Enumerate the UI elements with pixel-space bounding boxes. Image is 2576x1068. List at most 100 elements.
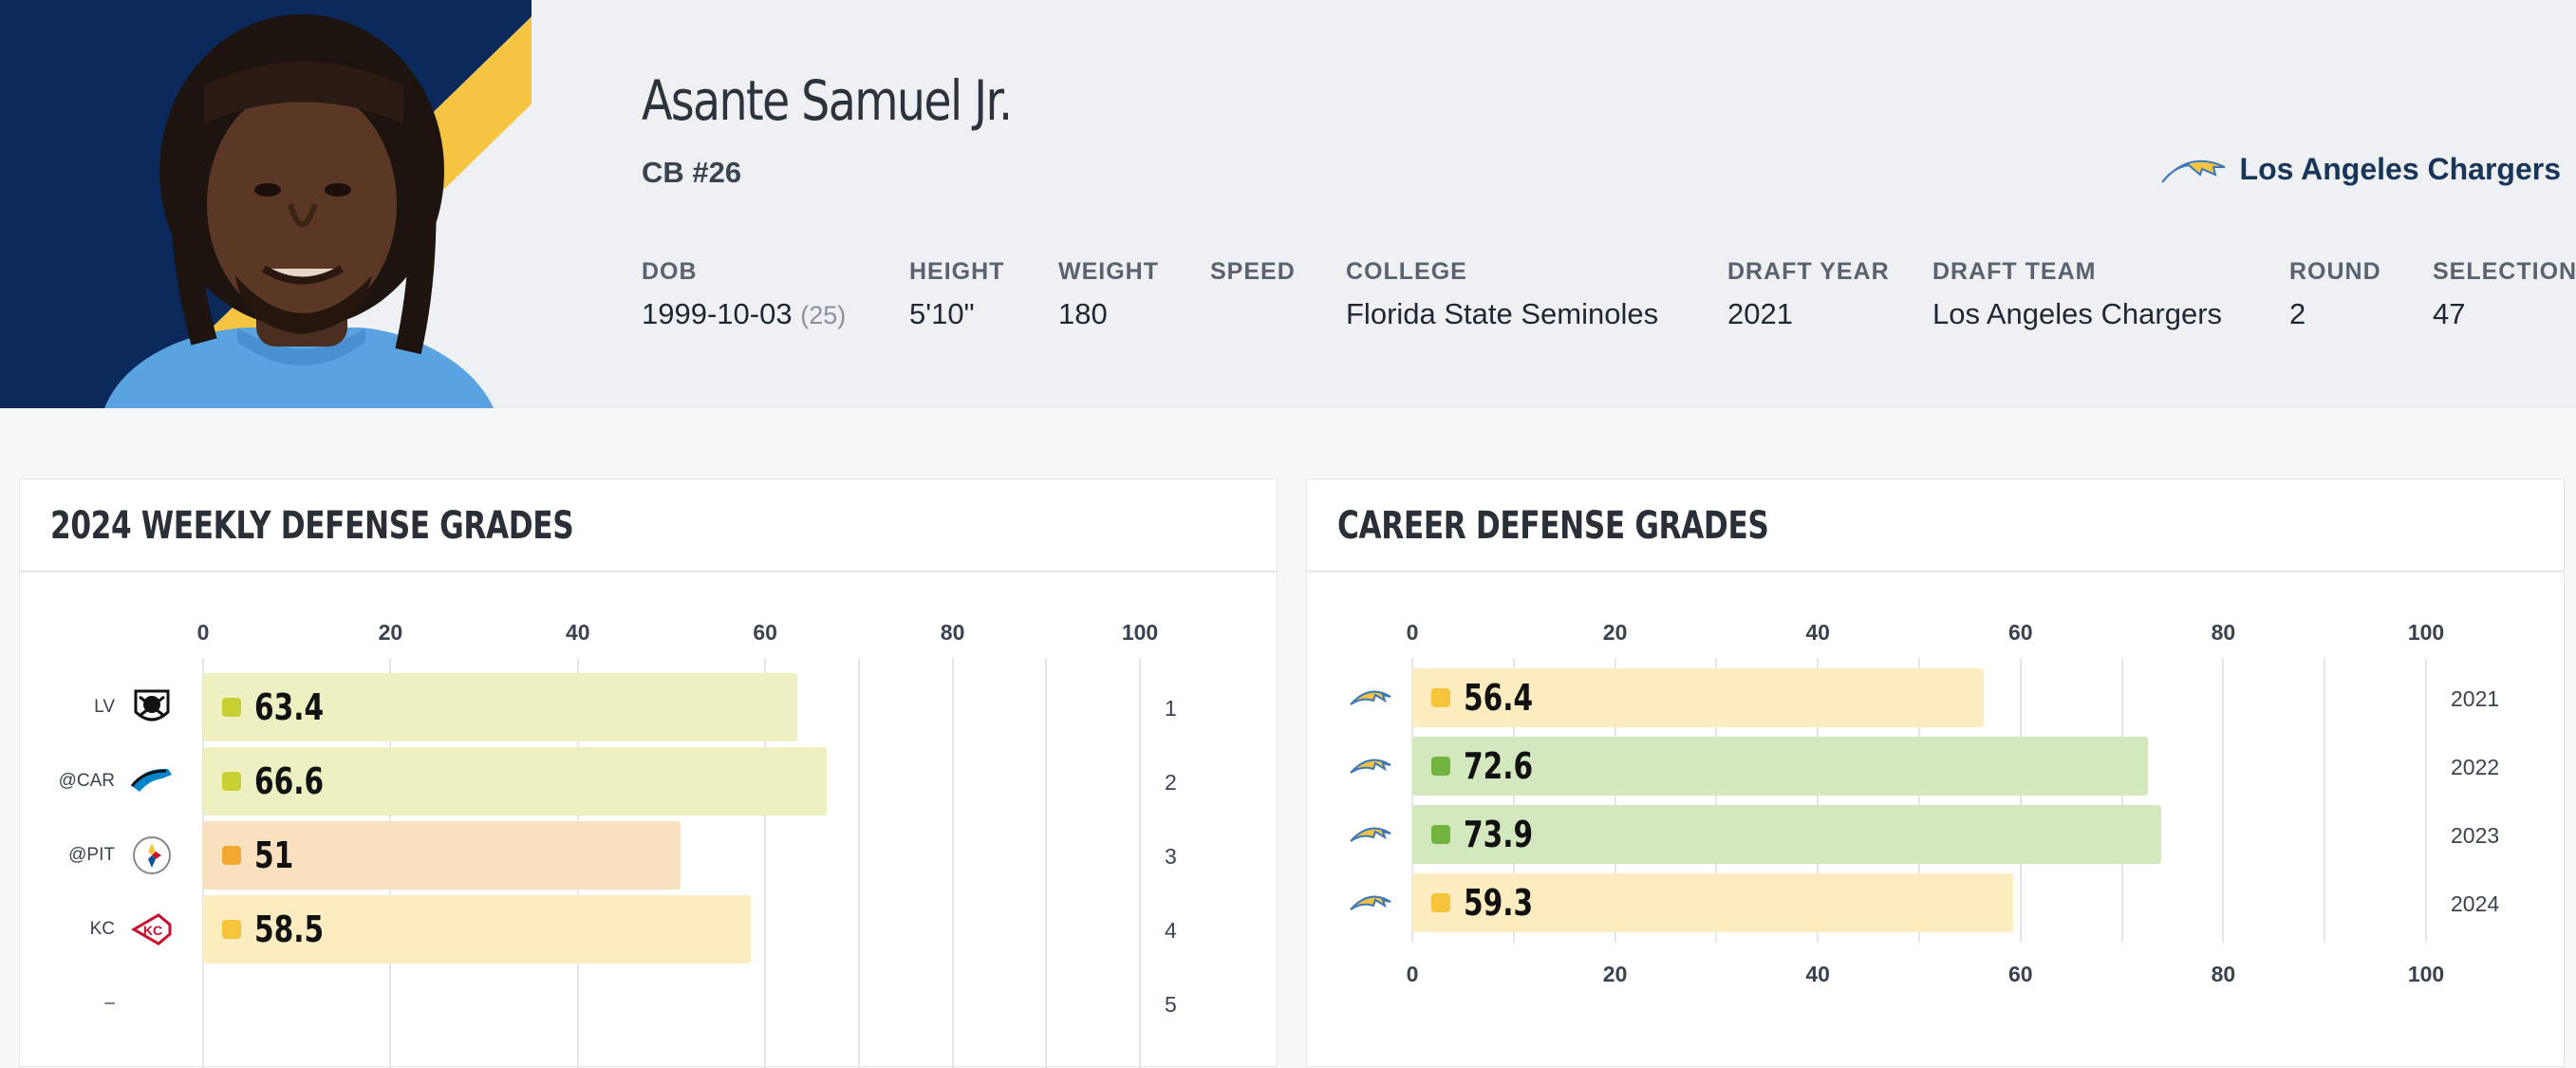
opponent-label: @CAR <box>58 771 115 791</box>
axis-tick-label: 60 <box>2008 620 2033 645</box>
chargers-logo-icon <box>1349 881 1392 925</box>
raiders-logo-icon <box>130 685 174 729</box>
bio-speed: SPEED <box>1210 258 1296 297</box>
axis-tick-label: 100 <box>2407 962 2445 986</box>
bio-speed-label: SPEED <box>1210 258 1296 285</box>
bio-selection-label: SELECTION <box>2433 258 2576 285</box>
grid-line <box>2324 658 2326 943</box>
chargers-logo-icon <box>1349 676 1392 720</box>
grid-line <box>951 658 954 1068</box>
grade-dot <box>1431 757 1450 776</box>
grid-line <box>1918 658 1920 943</box>
bio-dob-label: DOB <box>642 258 698 285</box>
bio-round-label: ROUND <box>2289 258 2381 285</box>
grade-dot <box>222 772 241 791</box>
career-grades-panel: CAREER DEFENSE GRADES 0 20 40 60 80 100 0 20 40 6… <box>1306 478 2565 1067</box>
grid-line <box>2425 658 2427 943</box>
grade-value: 59.3 <box>1464 882 1534 924</box>
season-label: 2021 <box>2451 686 2500 711</box>
opponent-label: KC <box>89 919 115 939</box>
grade-value: 51 <box>254 834 294 876</box>
player-header: Asante Samuel Jr. CB #26 Los Angeles Cha… <box>0 0 2576 408</box>
axis-tick-label: 80 <box>2211 620 2236 645</box>
bio-height-value: 5'10" <box>909 297 975 330</box>
player-position: CB #26 <box>642 156 742 189</box>
opponent-label: – <box>104 993 115 1013</box>
grid-line <box>1614 658 1616 943</box>
grade-bar[interactable]: 66.6 <box>203 747 828 815</box>
axis-tick-label: 80 <box>2211 962 2236 986</box>
grade-bar[interactable]: 72.6 <box>1412 737 2149 796</box>
axis-tick-label: 80 <box>940 620 965 645</box>
grid-line <box>1411 658 1413 943</box>
axis-tick-label: 20 <box>1602 962 1628 986</box>
chargers-logo-icon <box>2160 159 2225 183</box>
grid-line <box>1817 658 1820 943</box>
grade-value: 56.4 <box>1464 677 1534 719</box>
grade-dot <box>222 920 241 939</box>
player-photo <box>0 0 532 408</box>
bio-draft-year: DRAFT YEAR 2021 <box>1727 258 1890 331</box>
grid-line <box>1512 658 1515 943</box>
week-number: 3 <box>1165 844 1177 869</box>
chiefs-logo-icon: KC <box>130 908 174 951</box>
bio-height-label: HEIGHT <box>909 258 1005 285</box>
bio-selection: SELECTION 47 <box>2433 258 2576 331</box>
axis-tick-label: 20 <box>378 620 403 645</box>
grade-value: 66.6 <box>254 760 325 802</box>
opponent-label: LV <box>94 697 115 717</box>
bio-college-label: COLLEGE <box>1346 258 1467 285</box>
bio-round-value: 2 <box>2289 297 2306 330</box>
bio-weight-value: 180 <box>1058 297 1108 330</box>
chargers-logo-icon <box>1349 813 1392 856</box>
bio-weight-label: WEIGHT <box>1058 258 1159 285</box>
grade-dot <box>1431 825 1450 844</box>
grade-bar[interactable]: 56.4 <box>1412 668 1985 727</box>
grade-bar[interactable]: 73.9 <box>1412 805 2162 864</box>
axis-tick-label: 20 <box>1602 620 1628 645</box>
grade-dot <box>1431 893 1450 912</box>
weekly-grades-panel: 2024 WEEKLY DEFENSE GRADES 0 20 40 60 80 100 L… <box>19 478 1278 1068</box>
grade-bar[interactable]: 58.5 <box>203 895 752 964</box>
bio-dob: DOB 1999-10-03 (25) <box>642 258 846 331</box>
grade-value: 72.6 <box>1464 745 1534 787</box>
grid-line <box>857 658 860 1068</box>
grid-line <box>2019 658 2022 943</box>
grade-dot <box>1431 688 1450 707</box>
chargers-logo-icon <box>1349 744 1392 788</box>
axis-tick-label: 0 <box>1406 962 1419 986</box>
grade-bar[interactable]: 59.3 <box>1412 873 2014 932</box>
svg-text:KC: KC <box>143 923 162 938</box>
season-label: 2024 <box>2451 891 2500 916</box>
bio-height: HEIGHT 5'10" <box>909 258 1004 331</box>
panel-divider <box>20 571 1277 572</box>
bio-college: COLLEGE Florida State Seminoles <box>1346 258 1658 331</box>
bio-college-value: Florida State Seminoles <box>1346 297 1659 330</box>
axis-tick-label: 40 <box>1805 620 1830 645</box>
bio-draft-team-value: Los Angeles Chargers <box>1932 297 2223 330</box>
bio-round: ROUND 2 <box>2289 258 2381 331</box>
axis-tick-label: 0 <box>1406 620 1419 645</box>
grid-line <box>1139 658 1141 1068</box>
grade-bar[interactable]: 51 <box>203 821 681 890</box>
grade-bar[interactable]: 63.4 <box>203 673 797 741</box>
weekly-grades-title: 2024 WEEKLY DEFENSE GRADES <box>50 504 574 548</box>
bio-selection-value: 47 <box>2433 297 2466 330</box>
axis-tick-label: 40 <box>566 620 590 645</box>
bio-age: (25) <box>800 301 847 329</box>
week-number: 4 <box>1165 918 1177 943</box>
grid-line <box>2120 658 2123 943</box>
grid-line <box>1045 658 1048 1068</box>
player-name: Asante Samuel Jr. <box>642 68 1013 133</box>
steelers-logo-icon <box>130 834 174 877</box>
axis-tick-label: 60 <box>753 620 777 645</box>
week-number: 1 <box>1165 696 1177 721</box>
panel-divider <box>1307 571 2564 572</box>
axis-tick-label: 60 <box>2008 962 2033 986</box>
bio-weight: WEIGHT 180 <box>1058 258 1159 331</box>
grade-value: 63.4 <box>254 686 325 728</box>
week-number: 5 <box>1165 992 1177 1017</box>
grade-dot <box>222 698 241 717</box>
team-link[interactable]: Los Angeles Chargers <box>2160 152 2561 187</box>
panthers-logo-icon <box>130 759 174 803</box>
